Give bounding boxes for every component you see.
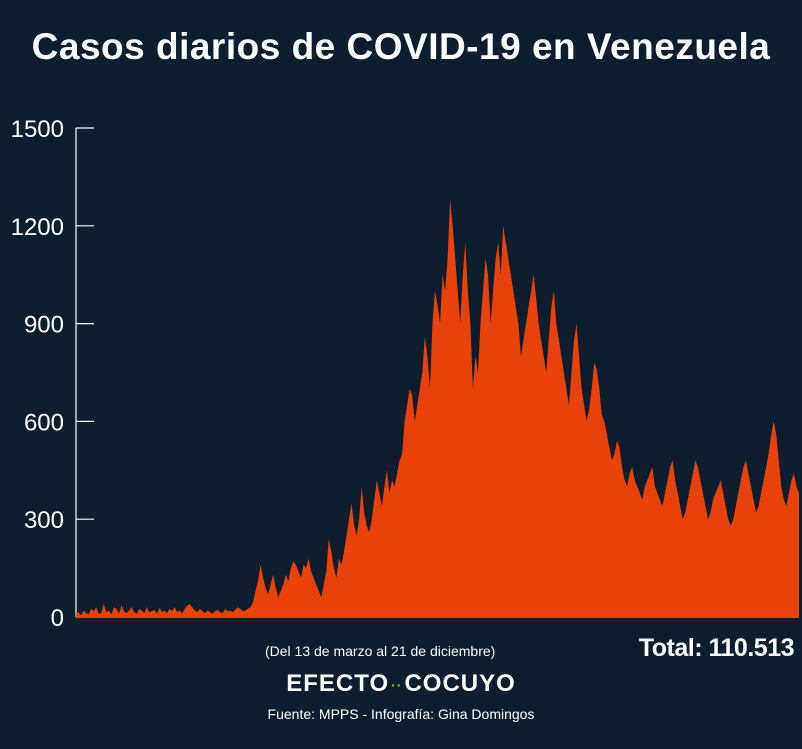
y-tick-label: 600 [24,409,64,436]
brand-logo: EFECTO ··COCUYO [0,670,802,698]
y-tick-label: 1500 [11,116,64,143]
brand-left: EFECTO [286,670,390,697]
y-tick-label: 300 [24,507,64,534]
chart-title: Casos diarios de COVID-19 en Venezuela [31,26,771,67]
brand-dots-icon: ·· [391,676,403,693]
daily-cases-area [76,199,799,617]
y-tick-label: 1200 [11,214,64,241]
source-credit: Fuente: MPPS - Infografía: Gina Domingos [267,706,535,722]
y-tick-label: 0 [51,605,64,632]
y-tick-label: 900 [24,312,64,339]
brand-right: COCUYO [404,670,516,697]
total-cases: Total: 110.513 [638,634,795,662]
plot-area [76,199,799,618]
date-range-subtitle: (Del 13 de marzo al 21 de diciembre) [265,643,496,659]
y-axis: 0 300 600 900 1200 1500 [11,116,94,632]
